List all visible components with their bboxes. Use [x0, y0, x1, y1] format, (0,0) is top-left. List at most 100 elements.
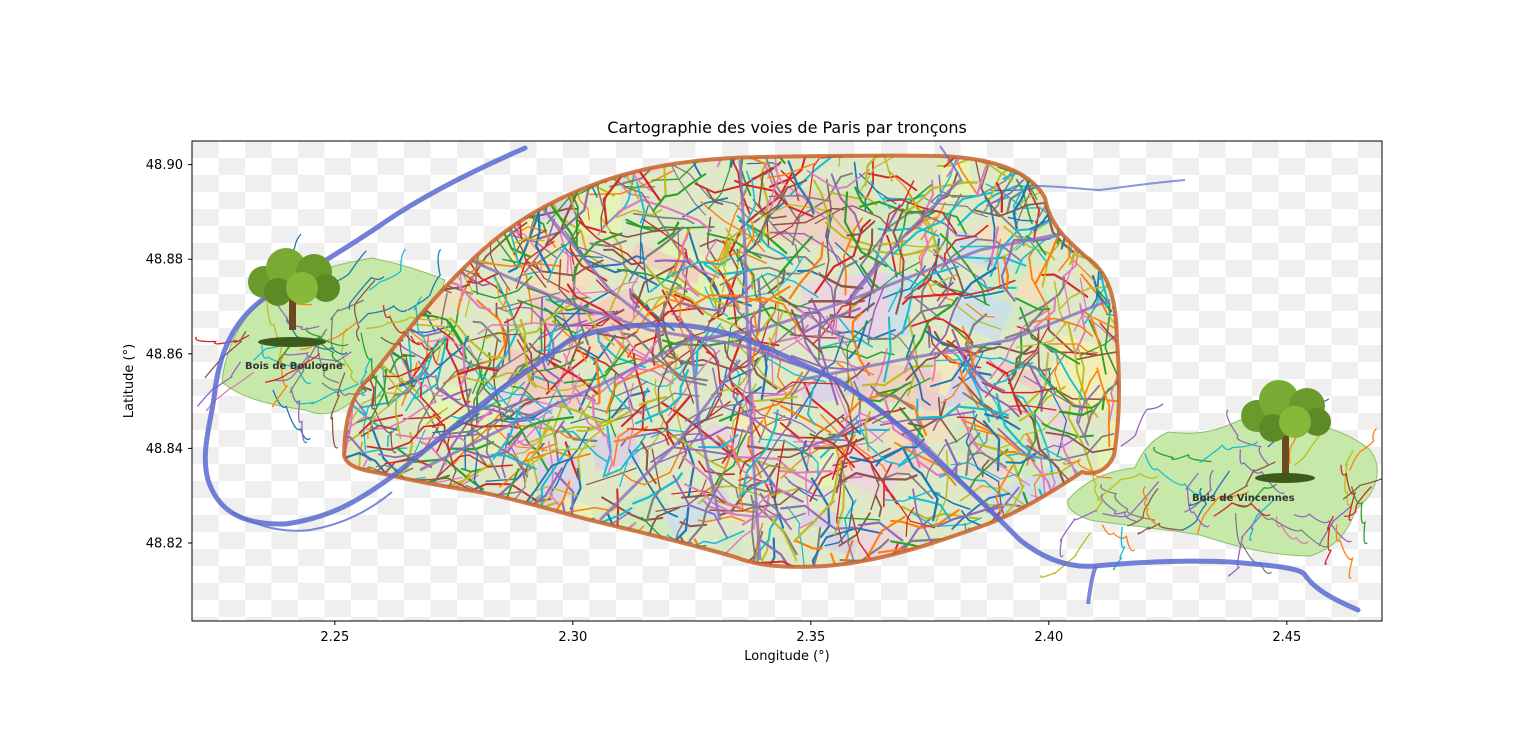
street-segment [645, 226, 684, 258]
street-segment [601, 496, 664, 522]
park-street-segment [365, 316, 441, 329]
street-segment [966, 345, 1037, 357]
street-segment [635, 298, 692, 333]
street-segment [620, 400, 649, 428]
street-segment [724, 228, 733, 266]
park-street-segment [1189, 470, 1231, 507]
park-street-segment [1213, 502, 1271, 517]
street-segment [753, 395, 799, 403]
street-segment [472, 275, 533, 299]
street-segment [794, 335, 845, 420]
street-segment [914, 269, 990, 307]
street-segment [858, 228, 874, 261]
park-street-segment [321, 382, 367, 396]
street-segment [911, 317, 974, 344]
x-axis: 2.25 2.30 2.35 2.40 2.45 [320, 621, 1301, 645]
major-street [738, 159, 762, 561]
street-segment [773, 165, 830, 222]
street-segment [636, 181, 646, 224]
street-segment [981, 381, 1058, 394]
street-segment [745, 178, 756, 243]
street-segment [743, 249, 818, 268]
park-street-segment [1040, 532, 1091, 578]
park-street-segment [348, 276, 385, 310]
street-segment [1007, 216, 1034, 222]
street-segment [772, 207, 845, 226]
park-street-segment [1239, 449, 1285, 494]
street-segment [467, 419, 535, 436]
street-segment [657, 221, 680, 245]
street-segment [620, 441, 686, 486]
street-segment [366, 423, 445, 451]
street-segment [1000, 239, 1016, 302]
street-segment [835, 516, 881, 521]
street-segment [788, 303, 845, 334]
street-segment [901, 292, 964, 305]
street-segment [965, 432, 981, 477]
park-street-segment [1181, 487, 1208, 532]
park-street-segment [353, 279, 376, 342]
canal-saint-denis [939, 145, 963, 183]
street-segment [905, 339, 956, 381]
park-street-segment [290, 387, 308, 444]
park-street-segment [360, 357, 372, 397]
street-segment [877, 155, 893, 183]
street-segment [814, 412, 886, 445]
street-segment [934, 155, 963, 205]
street-segment [634, 265, 675, 309]
street-segment [708, 487, 801, 512]
street-segment [842, 217, 864, 296]
street-segment [516, 225, 557, 248]
x-axis-label: Longitude (°) [744, 649, 829, 664]
district-patch [800, 372, 870, 408]
major-street [848, 178, 962, 301]
street-segment [457, 366, 499, 376]
street-segment [751, 214, 770, 249]
park-street-segment [1120, 403, 1164, 447]
street-segment [675, 287, 700, 297]
street-segment [710, 310, 784, 396]
park-street-segment [271, 343, 292, 408]
street-segment [655, 326, 707, 386]
street-segment [510, 385, 539, 404]
street-segment [1008, 404, 1057, 411]
street-segment [767, 269, 786, 294]
street-segment [1028, 248, 1051, 322]
street-segment [481, 373, 543, 441]
street-segment [830, 173, 862, 233]
street-segment [995, 393, 1032, 452]
street-segment [682, 197, 729, 218]
street-segment [777, 381, 840, 393]
street-segment [968, 448, 1009, 490]
street-segment [344, 352, 378, 427]
street-segment [731, 155, 768, 166]
street-segment [962, 392, 999, 420]
street-segment [967, 452, 1007, 469]
park-street-segment [407, 248, 442, 311]
street-segment [844, 434, 898, 505]
y-tick-label: 48.88 [146, 253, 183, 268]
street-segment [939, 233, 987, 305]
street-segment [1014, 297, 1051, 311]
street-segment [1014, 394, 1054, 475]
street-segment [934, 492, 971, 510]
street-segment [359, 362, 427, 409]
street-segment [749, 300, 769, 365]
street-segment [887, 286, 903, 313]
street-segment [864, 155, 886, 187]
park-street-segment [382, 305, 421, 345]
street-segment [651, 155, 712, 181]
street-segment [493, 275, 519, 370]
x-tick-label: 2.45 [1272, 630, 1301, 645]
street-segment [739, 155, 752, 197]
street-segment [650, 429, 689, 438]
street-segment [930, 361, 966, 388]
street-segment [414, 342, 447, 400]
street-segment [737, 478, 772, 498]
street-segment [382, 338, 441, 378]
street-segment [655, 479, 707, 513]
street-segment [714, 190, 748, 269]
street-segment [1045, 431, 1116, 454]
street-segment [985, 155, 1038, 211]
